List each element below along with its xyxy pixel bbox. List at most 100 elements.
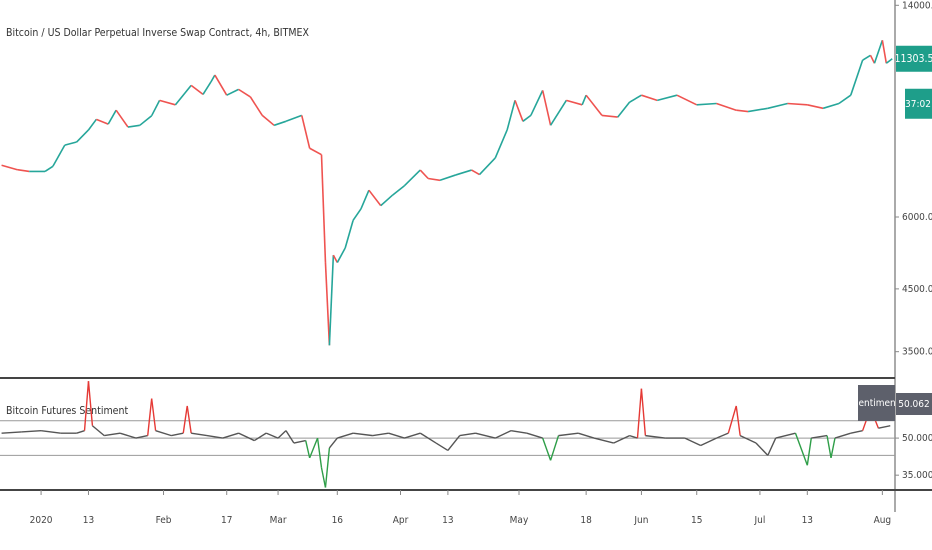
sentiment-segment bbox=[191, 432, 208, 437]
price-segment bbox=[541, 90, 552, 126]
price-segment bbox=[838, 94, 852, 105]
x-tick-label: 2020 bbox=[30, 515, 53, 526]
countdown-label: 37:02 bbox=[905, 99, 931, 110]
sentiment-segment bbox=[155, 430, 172, 437]
price-segment bbox=[226, 88, 239, 96]
sentiment-segment bbox=[21, 429, 42, 433]
sentiment-segment bbox=[578, 432, 595, 439]
legend-box bbox=[858, 385, 895, 421]
price-segment bbox=[336, 247, 346, 263]
sentiment-segment bbox=[419, 432, 437, 444]
price-segment bbox=[581, 94, 587, 106]
sentiment-segment bbox=[684, 437, 701, 447]
sentiment-segment bbox=[277, 430, 287, 439]
sentiment-segment bbox=[775, 432, 796, 439]
price-segment bbox=[261, 114, 275, 126]
x-tick-label: 15 bbox=[691, 515, 702, 526]
price-segment bbox=[747, 107, 768, 113]
price-segment bbox=[190, 84, 204, 96]
price-segment bbox=[150, 99, 161, 117]
sentiment-segment bbox=[716, 432, 729, 439]
price-segment bbox=[530, 90, 544, 116]
sentiment-segment bbox=[316, 437, 323, 468]
sentiment-segment bbox=[150, 398, 157, 431]
price-segment bbox=[439, 174, 457, 182]
sentiment-segment bbox=[593, 437, 614, 444]
price-segment bbox=[676, 94, 698, 106]
sentiment-segment bbox=[447, 435, 461, 451]
price-segment bbox=[767, 102, 788, 110]
y-tick-label: 4500.0 bbox=[902, 284, 932, 295]
price-segment bbox=[471, 169, 480, 176]
sentiment-segment bbox=[320, 467, 327, 488]
last-price-label: 11303.5 bbox=[894, 53, 932, 65]
sentiment-segment bbox=[794, 432, 808, 466]
price-segment bbox=[139, 115, 153, 126]
price-segment bbox=[736, 109, 749, 113]
price-segment bbox=[696, 102, 717, 106]
price-segment bbox=[344, 220, 354, 249]
sentiment-segment bbox=[76, 430, 85, 434]
price-segment bbox=[873, 40, 884, 64]
sentiment-segment bbox=[526, 432, 543, 439]
price-segment bbox=[716, 102, 737, 111]
price-segment bbox=[629, 94, 642, 103]
price-segment bbox=[807, 104, 824, 110]
price-segment bbox=[885, 58, 893, 64]
price-segment bbox=[455, 169, 472, 176]
price-segment bbox=[380, 194, 394, 207]
sentiment-segment bbox=[735, 405, 741, 436]
sentiment-segment bbox=[404, 432, 421, 439]
price-segment bbox=[822, 102, 840, 110]
price-segment bbox=[87, 118, 98, 131]
sentiment-segment bbox=[636, 388, 643, 439]
sentiment-segment bbox=[510, 429, 527, 434]
x-tick-label: 16 bbox=[332, 515, 344, 526]
sentiment-segment bbox=[1, 431, 22, 434]
sentiment-segment bbox=[206, 434, 223, 439]
price-segment bbox=[392, 185, 405, 196]
last-price-box bbox=[896, 45, 932, 72]
price-segment bbox=[862, 54, 871, 61]
sentiment-segment bbox=[135, 434, 148, 439]
sentiment-segment bbox=[459, 432, 476, 437]
sentiment-segment bbox=[83, 381, 90, 431]
price-segment bbox=[494, 129, 508, 159]
price-segment bbox=[127, 124, 140, 128]
x-tick-label: Jun bbox=[633, 515, 648, 526]
y-tick-label: 6000.0 bbox=[902, 212, 932, 223]
price-segment bbox=[506, 100, 516, 131]
sentiment-segment bbox=[324, 447, 331, 488]
sentiment-segment bbox=[328, 437, 338, 449]
sentiment-segment bbox=[739, 434, 757, 444]
price-segment bbox=[585, 94, 603, 116]
price-segment bbox=[285, 114, 303, 123]
sentiment-segment bbox=[645, 434, 666, 439]
price-segment bbox=[64, 141, 77, 146]
price-segment bbox=[159, 99, 176, 106]
x-tick-label: Aug bbox=[874, 515, 892, 526]
sentiment-segment bbox=[87, 381, 94, 426]
price-segment bbox=[309, 147, 322, 156]
x-tick-label: 13 bbox=[802, 515, 813, 526]
price-segment bbox=[273, 120, 287, 127]
sentiment-segment bbox=[700, 437, 717, 447]
price-segment bbox=[328, 255, 335, 346]
sentiment-segment bbox=[372, 432, 389, 437]
sentiment-segment bbox=[494, 430, 512, 439]
price-segment bbox=[478, 157, 496, 176]
sentiment-segment bbox=[878, 425, 891, 429]
sentiment-segment bbox=[435, 442, 449, 452]
price-segment bbox=[850, 59, 864, 96]
sentiment-segment bbox=[806, 437, 812, 466]
sentiment-segment bbox=[253, 432, 267, 442]
pane-title: Bitcoin Futures Sentiment bbox=[6, 405, 128, 417]
sentiment-segment bbox=[309, 437, 319, 459]
price-segment bbox=[352, 208, 362, 221]
price-segment bbox=[601, 114, 618, 118]
price-segment bbox=[428, 177, 441, 182]
price-segment bbox=[44, 165, 54, 173]
sentiment-segment bbox=[388, 432, 405, 439]
